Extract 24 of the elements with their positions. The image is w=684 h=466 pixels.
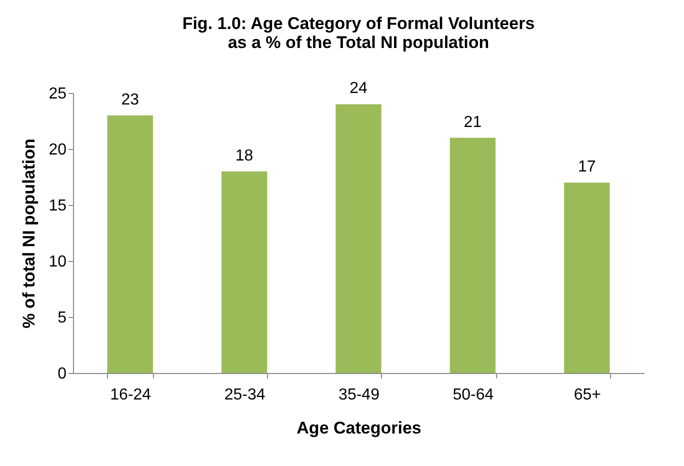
x-tick-label: 50-64 xyxy=(452,386,494,404)
data-label: 24 xyxy=(350,80,368,98)
x-tick-label: 65+ xyxy=(574,386,601,404)
chart-title: Fig. 1.0: Age Category of Formal Volunteers as a % of the Total NI population xyxy=(182,14,535,52)
bar xyxy=(564,182,610,373)
data-label: 23 xyxy=(121,91,140,108)
y-axis-title: % of total NI population xyxy=(20,138,39,328)
x-tick-label: 25-34 xyxy=(224,386,266,404)
y-tick-label: 5 xyxy=(58,310,67,326)
bar xyxy=(221,171,268,373)
data-label: 21 xyxy=(464,114,482,131)
data-label: 18 xyxy=(235,147,254,164)
y-tick-label: 15 xyxy=(48,198,67,214)
bar xyxy=(336,104,382,373)
x-tick-label: 35-49 xyxy=(338,386,380,404)
y-tick-label: 10 xyxy=(48,254,67,270)
y-tick-label: 20 xyxy=(48,142,67,158)
x-axis-title: Age Categories xyxy=(296,418,422,438)
bar xyxy=(450,138,496,373)
data-label: 17 xyxy=(578,158,596,176)
bar xyxy=(107,115,153,373)
y-tick-label: 25 xyxy=(48,86,67,102)
x-tick-label: 16-24 xyxy=(110,386,152,404)
y-tick-label: 0 xyxy=(58,366,67,382)
